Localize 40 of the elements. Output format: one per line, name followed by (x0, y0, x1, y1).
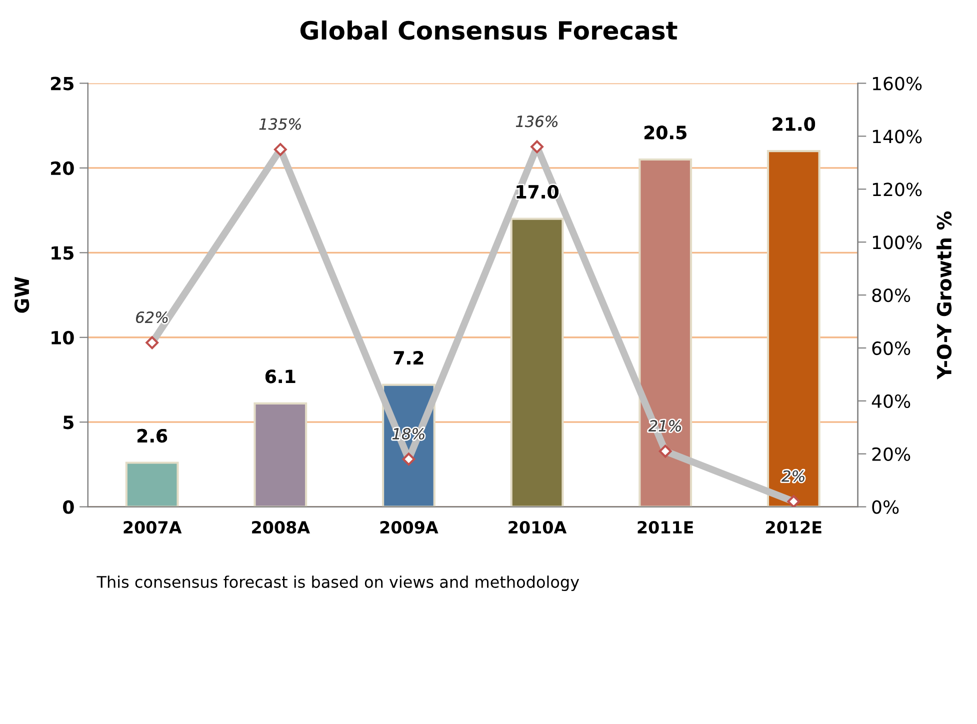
data-label: 17.0 (516, 184, 558, 199)
y-tick-label: 15 (52, 246, 74, 260)
chart-title: Global Consensus Forecast (300, 20, 678, 40)
x-tick-label: 2012E (766, 520, 822, 534)
x-tick-label: 2008A (252, 520, 310, 534)
y-tick-label: 10 (52, 330, 74, 344)
data-label: 21.0 (772, 117, 816, 131)
y2-tick-label: 100% (872, 236, 922, 250)
y2-tick-label: 40% (872, 394, 910, 408)
y2-tick-label: 140% (872, 130, 922, 144)
y-tick-label: 25 (51, 76, 74, 90)
x-tick-label: 2007A (124, 520, 182, 534)
bar (510, 218, 564, 507)
y-axis-title: GW (14, 276, 30, 313)
y-tick-label: 0 (63, 500, 74, 514)
data-label: 6.1 (266, 370, 296, 384)
x-tick-label: 2010A (508, 520, 567, 534)
text: This consensus forecast is based on views and methodology (96, 576, 580, 592)
bar (638, 158, 692, 507)
data-label: 135% (259, 118, 301, 130)
y2-tick-label: 60% (872, 341, 910, 356)
data-label: 2.6 (138, 428, 168, 443)
data-label: 7.2 (394, 351, 424, 364)
y2-tick-label: 20% (872, 447, 910, 461)
x-tick-label: 2009A (380, 520, 438, 534)
y2-axis-title: Y-O-Y Growth % (936, 211, 952, 380)
y2-tick-label: 80% (872, 288, 910, 302)
y-tick-label: 20 (51, 161, 74, 176)
data-label: 20.5 (644, 126, 686, 140)
y2-tick-label: 120% (872, 182, 922, 196)
y-tick-label: 5 (64, 416, 74, 430)
data-label: 136% (516, 116, 558, 128)
data-label: 2% (782, 470, 804, 482)
y2-tick-label: 160% (872, 76, 922, 90)
data-label: 62% (136, 311, 168, 324)
bar (254, 402, 308, 507)
y2-tick-label: 0% (872, 500, 899, 514)
bar (125, 462, 179, 507)
bar (766, 150, 820, 507)
x-tick-label: 2011E (638, 520, 693, 534)
